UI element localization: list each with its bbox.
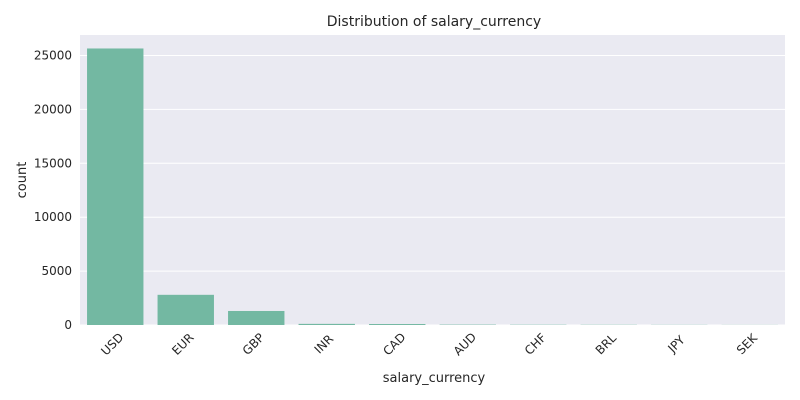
y-axis-label: count xyxy=(15,162,30,199)
y-tick-label: 5000 xyxy=(41,264,72,278)
bar-cad xyxy=(369,324,426,325)
x-axis-label: salary_currency xyxy=(383,371,486,386)
y-tick-label: 15000 xyxy=(34,156,72,170)
y-tick-label: 10000 xyxy=(34,210,72,224)
y-tick-label: 25000 xyxy=(34,48,72,62)
y-tick-label: 20000 xyxy=(34,102,72,116)
bar-eur xyxy=(157,294,214,325)
bar-gbp xyxy=(228,310,285,325)
bars xyxy=(87,48,778,326)
y-tick-label: 0 xyxy=(64,318,72,332)
plot-area xyxy=(80,35,785,325)
bar-inr xyxy=(298,323,355,325)
bar-usd xyxy=(87,48,144,326)
chart-title: Distribution of salary_currency xyxy=(327,14,541,30)
